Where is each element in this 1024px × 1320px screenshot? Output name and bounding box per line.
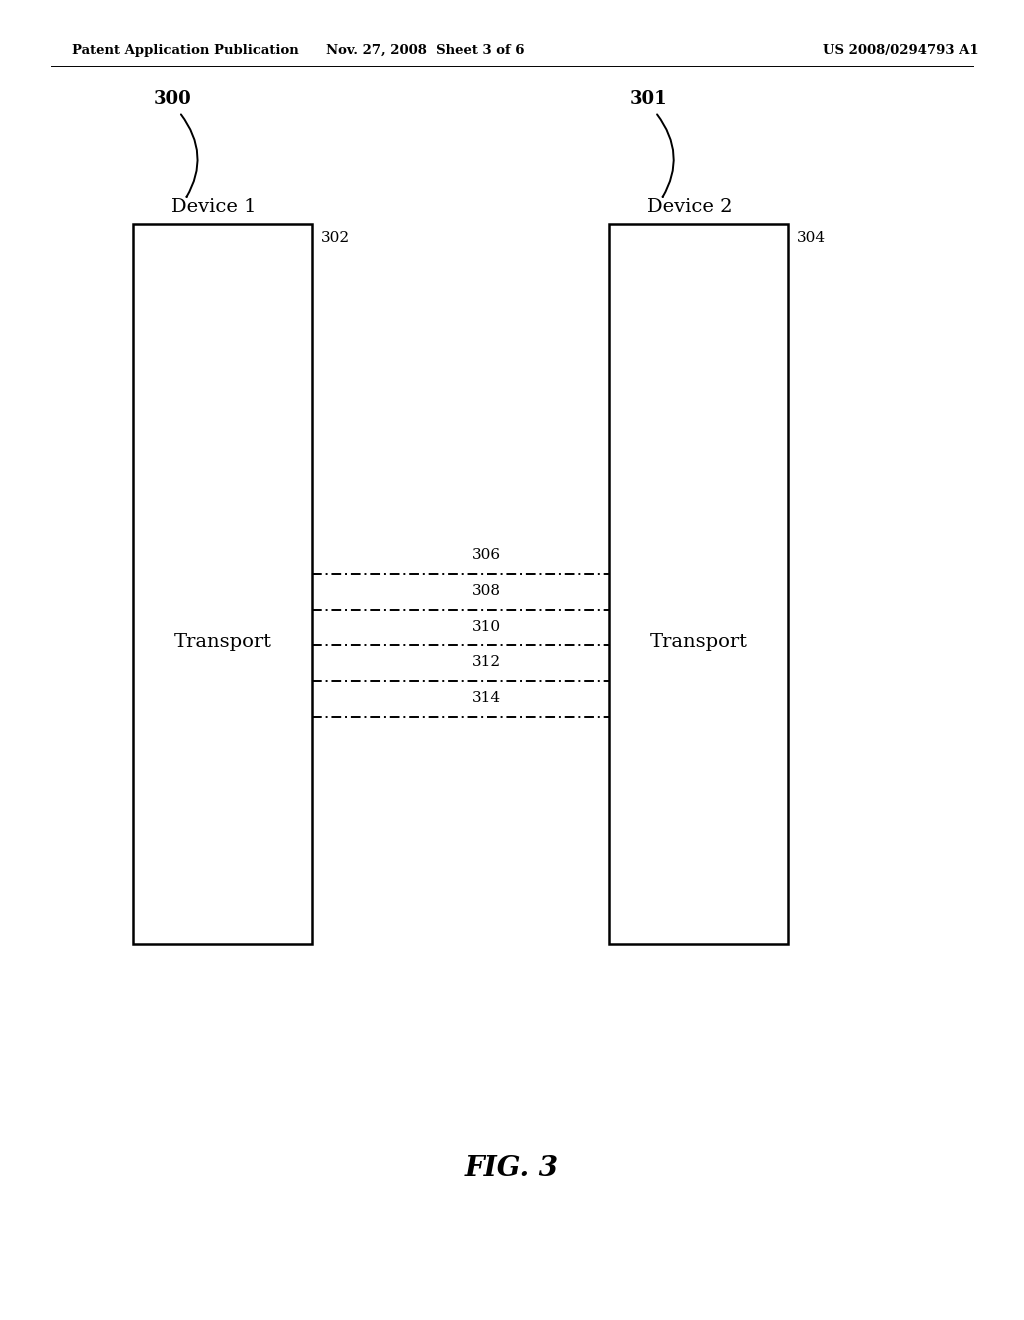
Text: US 2008/0294793 A1: US 2008/0294793 A1 [823, 44, 979, 57]
Text: 301: 301 [630, 90, 668, 108]
Text: Device 1: Device 1 [171, 198, 256, 216]
Text: Transport: Transport [650, 632, 748, 651]
Text: 306: 306 [472, 548, 501, 562]
Text: Nov. 27, 2008  Sheet 3 of 6: Nov. 27, 2008 Sheet 3 of 6 [326, 44, 524, 57]
Text: FIG. 3: FIG. 3 [465, 1155, 559, 1181]
Text: 308: 308 [472, 583, 501, 598]
Text: 310: 310 [472, 619, 501, 634]
Bar [609, 224, 788, 944]
Text: 312: 312 [472, 655, 501, 669]
Bar [133, 224, 312, 944]
Text: 314: 314 [472, 690, 501, 705]
Text: 300: 300 [154, 90, 191, 108]
Text: Device 2: Device 2 [647, 198, 732, 216]
Text: Transport: Transport [174, 632, 271, 651]
Text: 304: 304 [797, 231, 825, 246]
Text: Patent Application Publication: Patent Application Publication [72, 44, 298, 57]
Text: 302: 302 [321, 231, 349, 246]
